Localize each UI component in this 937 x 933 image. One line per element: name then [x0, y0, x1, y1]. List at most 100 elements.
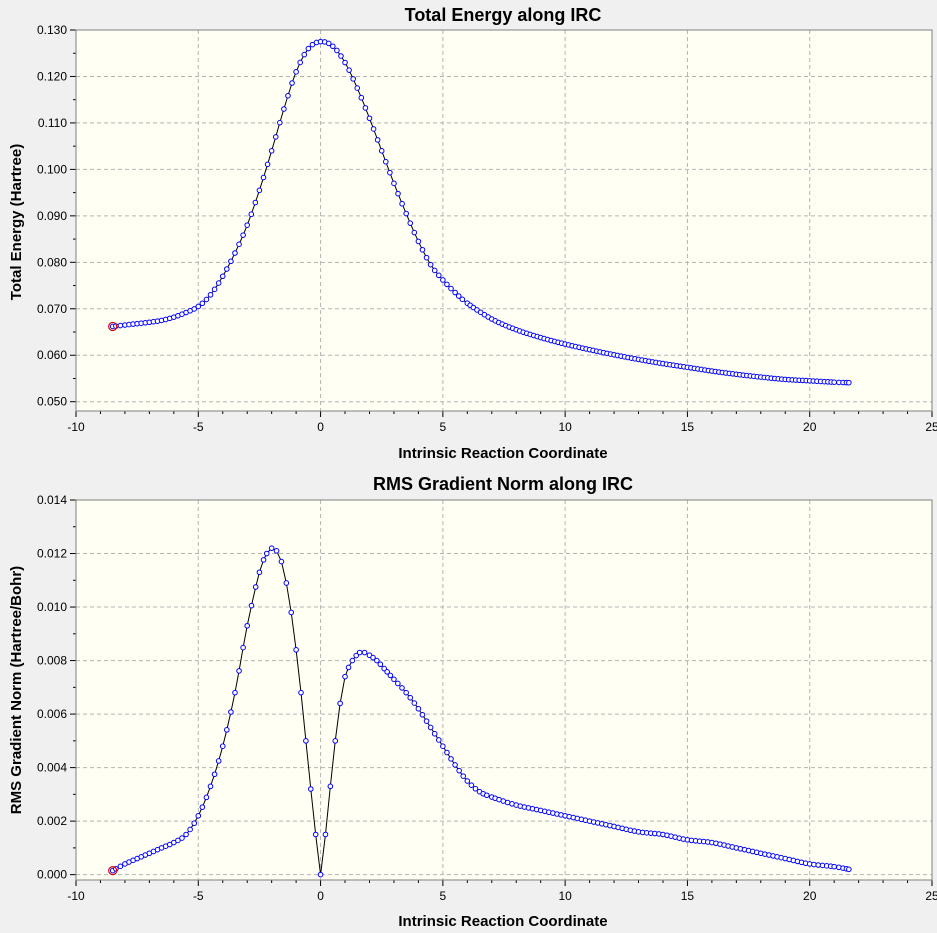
data-point [224, 727, 230, 733]
plot-area [76, 500, 932, 880]
data-point [215, 280, 222, 286]
axis-ticks: -10 -5 0 5 10 15 20 25 0.050 0.060 0.070 0.080 0.090… [37, 23, 937, 434]
start-point-marker [108, 321, 118, 332]
data-point [187, 826, 193, 833]
grid-lines [76, 30, 932, 411]
data-point [391, 676, 397, 683]
data-point [327, 783, 334, 790]
data-point [297, 59, 303, 66]
data-point [342, 673, 348, 680]
data-point [195, 303, 202, 310]
data-point [474, 307, 480, 313]
x-tick-label: 20 [803, 420, 817, 434]
y-tick-label: 0.002 [37, 814, 67, 828]
data-point [305, 45, 312, 52]
data-point [354, 85, 361, 91]
data-point [298, 689, 304, 696]
data-point [387, 672, 394, 679]
x-tick-label: 0 [317, 889, 324, 903]
data-point [285, 92, 291, 99]
data-point [289, 80, 295, 86]
data-point [312, 831, 319, 838]
data-point [219, 273, 226, 280]
data-point [293, 69, 299, 75]
data-point [366, 115, 373, 122]
data-point [268, 545, 275, 551]
data-point [252, 199, 259, 206]
data-point [322, 831, 329, 838]
x-tick-label: 10 [558, 420, 572, 434]
x-axis-label: Intrinsic Reaction Coordinate [398, 445, 607, 462]
data-point [334, 47, 340, 54]
data-point [191, 306, 198, 312]
data-point [264, 161, 271, 168]
data-point [199, 804, 206, 810]
y-tick-label: 0.060 [37, 348, 67, 362]
data-point [448, 285, 454, 292]
data-point [211, 286, 218, 293]
data-point [256, 187, 263, 194]
x-axis-label: Intrinsic Reaction Coordinate [398, 913, 607, 930]
data-point [370, 126, 377, 132]
data-point [395, 190, 401, 197]
series-markers [108, 38, 852, 386]
data-point [459, 296, 466, 303]
data-point [219, 743, 226, 750]
data-point [350, 76, 356, 82]
y-tick-label: 0.110 [38, 116, 67, 130]
data-point [349, 657, 356, 664]
data-point [244, 622, 250, 629]
data-point [215, 758, 222, 764]
data-point [228, 709, 234, 715]
x-tick-label: 15 [681, 889, 695, 903]
y-tick-label: 0.004 [37, 761, 67, 775]
data-point [464, 778, 471, 784]
data-point [411, 229, 418, 236]
x-tick-label: -5 [193, 420, 204, 434]
plot-frame [75, 29, 933, 412]
data-point [283, 580, 290, 586]
data-point [472, 785, 479, 792]
data-point [468, 782, 475, 788]
data-point [455, 293, 462, 299]
data-point [440, 743, 446, 750]
data-point [240, 232, 246, 238]
data-point [377, 661, 384, 668]
data-point [431, 267, 438, 274]
data-point [317, 871, 324, 878]
data-point [374, 137, 381, 143]
data-point [378, 148, 385, 154]
data-point [240, 644, 246, 651]
data-point [207, 292, 214, 298]
data-point [337, 700, 343, 707]
data-point [356, 649, 363, 656]
y-tick-label: 0.080 [37, 255, 67, 269]
y-tick-label: 0.006 [37, 707, 67, 721]
data-point [435, 737, 442, 743]
data-point [831, 379, 837, 385]
x-tick-label: 15 [681, 420, 695, 434]
data-point [199, 300, 206, 307]
data-point [423, 718, 430, 724]
data-point [117, 322, 124, 329]
y-tick-label: 0.012 [37, 547, 67, 561]
data-point [370, 654, 376, 661]
x-tick-label: 25 [925, 420, 937, 434]
data-point [346, 67, 352, 73]
data-point [277, 119, 283, 126]
data-point [358, 94, 365, 101]
x-tick-label: 10 [558, 889, 572, 903]
energy-chart: -10 -5 0 5 10 15 20 25 0.050 0.060 0.070 0.080 0.090… [8, 5, 937, 462]
data-point [362, 105, 369, 111]
x-tick-label: -10 [67, 420, 85, 434]
plot-area [76, 30, 932, 411]
data-point [301, 51, 308, 58]
data-point [232, 689, 238, 696]
data-point [831, 863, 837, 870]
x-tick-label: -10 [67, 889, 85, 903]
data-point [395, 680, 401, 687]
data-point [361, 649, 368, 656]
data-point [407, 220, 414, 226]
data-point [256, 569, 263, 576]
data-point [440, 277, 446, 283]
